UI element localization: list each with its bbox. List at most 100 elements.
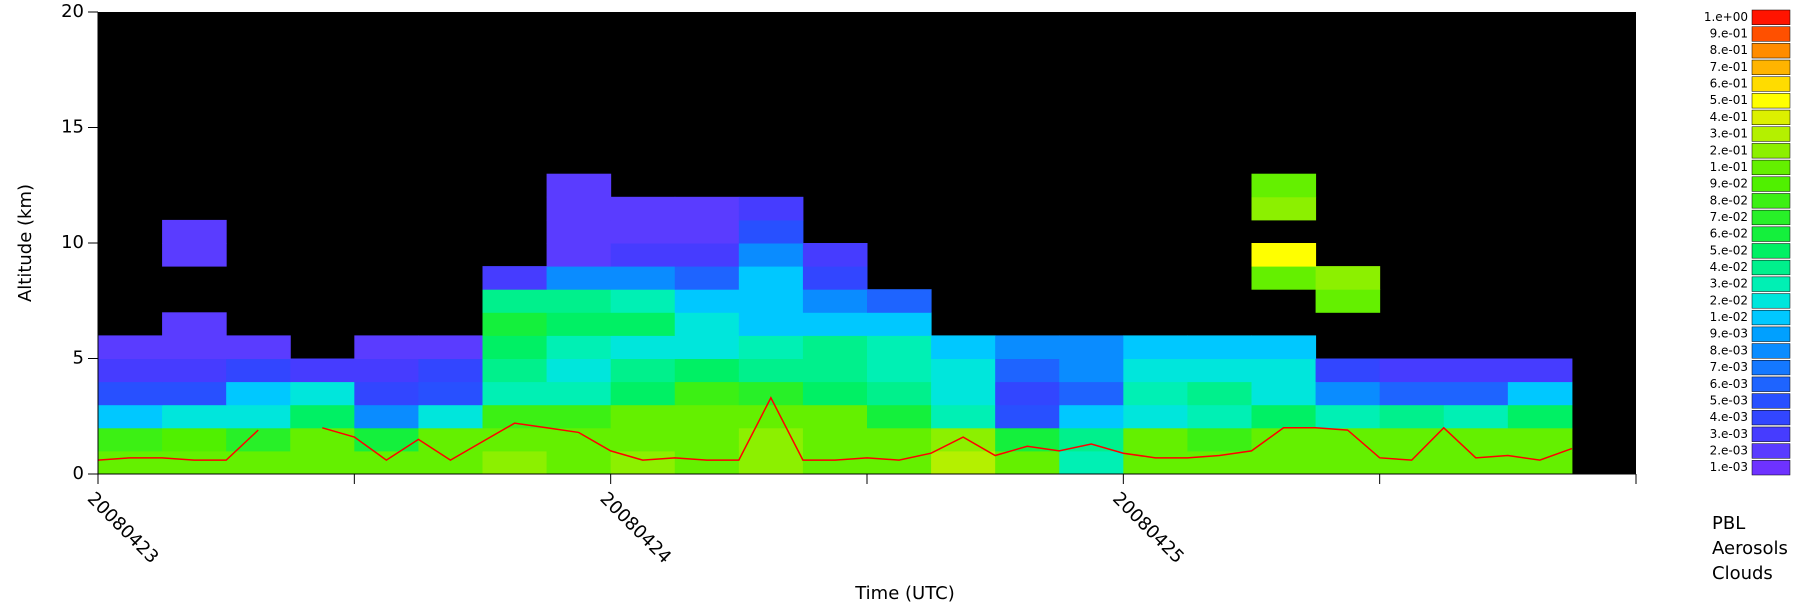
heat-cell xyxy=(546,427,612,452)
heat-cell xyxy=(546,266,612,290)
heat-cell xyxy=(674,427,740,452)
heat-cell xyxy=(1315,404,1381,429)
colorbar-box xyxy=(1751,76,1791,92)
colorbar-box xyxy=(1751,176,1791,192)
heat-cell xyxy=(802,289,868,313)
heat-cell xyxy=(931,404,996,429)
heat-cell xyxy=(162,450,227,475)
heat-cell xyxy=(802,335,868,359)
colorbar-label: 3.e-03 xyxy=(1710,427,1748,441)
heat-cell xyxy=(867,312,932,336)
heat-cell xyxy=(995,381,1060,406)
heat-cell xyxy=(418,335,483,359)
heat-cell xyxy=(1379,450,1445,475)
colorbar-label: 7.e-03 xyxy=(1710,360,1748,374)
colorbar-label: 8.e-03 xyxy=(1710,343,1748,357)
colorbar-label: 2.e-03 xyxy=(1710,443,1748,457)
heat-cell xyxy=(995,404,1060,429)
heat-cell xyxy=(1059,450,1124,475)
heat-cell xyxy=(1507,404,1573,429)
heat-cell xyxy=(226,427,291,452)
heat-cell xyxy=(738,358,804,383)
heat-cell xyxy=(674,266,740,290)
heat-cell xyxy=(1187,404,1252,429)
heat-cell xyxy=(1251,427,1317,452)
heat-cell xyxy=(1187,381,1252,406)
colorbar-box xyxy=(1751,43,1791,59)
heat-cell xyxy=(546,312,612,336)
heat-cell xyxy=(98,381,163,406)
heat-cell xyxy=(1059,335,1124,359)
colorbar-label: 9.e-02 xyxy=(1710,177,1748,191)
heat-cell xyxy=(610,312,676,336)
colorbar-label: 9.e-03 xyxy=(1710,327,1748,341)
heat-cell xyxy=(162,312,227,336)
heat-cell xyxy=(546,289,612,313)
colorbar-label: 8.e-02 xyxy=(1710,193,1748,207)
heat-cell xyxy=(1187,450,1252,475)
heat-cell xyxy=(354,381,419,406)
heat-cell xyxy=(931,381,996,406)
heat-cell xyxy=(418,450,483,475)
colorbar-label: 5.e-01 xyxy=(1710,93,1748,107)
heat-cell xyxy=(674,358,740,383)
heat-cell xyxy=(1251,404,1317,429)
heat-cell xyxy=(98,358,163,383)
colorbar-box xyxy=(1751,159,1791,176)
heat-cell xyxy=(1315,381,1381,406)
heat-cell xyxy=(1315,427,1381,452)
heat-cell xyxy=(610,404,676,429)
heat-cell xyxy=(1187,358,1252,383)
heat-cell xyxy=(674,404,740,429)
legend-label: PBL xyxy=(1712,513,1745,534)
heat-cell xyxy=(546,243,612,267)
heat-cell xyxy=(738,312,804,336)
heat-cell xyxy=(226,335,291,359)
heat-cell xyxy=(1443,358,1509,383)
heat-cell xyxy=(738,404,804,429)
heat-cell xyxy=(674,450,740,475)
heat-cell xyxy=(1187,427,1252,452)
heat-cell xyxy=(995,358,1060,383)
heat-cell xyxy=(738,289,804,313)
heat-cell xyxy=(354,404,419,429)
heat-cell xyxy=(1379,381,1445,406)
heat-cell xyxy=(418,404,483,429)
heat-cell xyxy=(290,450,355,475)
colorbar-label: 7.e-02 xyxy=(1710,210,1748,224)
heat-cell xyxy=(802,243,868,267)
heat-cell xyxy=(674,219,740,244)
heat-cell xyxy=(418,427,483,452)
heat-cell xyxy=(162,404,227,429)
colorbar-box xyxy=(1751,226,1791,242)
heat-cell xyxy=(546,219,612,244)
heat-cell xyxy=(290,381,355,406)
heat-cell xyxy=(1059,427,1124,452)
colorbar-box xyxy=(1751,209,1791,226)
colorbar-box xyxy=(1751,443,1791,459)
heat-cell xyxy=(738,243,804,267)
heat-cell xyxy=(98,450,163,475)
heat-cell xyxy=(1443,404,1509,429)
heat-cell xyxy=(226,450,291,475)
heat-cell xyxy=(418,381,483,406)
colorbar-box xyxy=(1751,93,1791,109)
heat-cell xyxy=(546,381,612,406)
heat-cell xyxy=(1251,358,1317,383)
heat-cell xyxy=(1251,450,1317,475)
heat-cell xyxy=(226,404,291,429)
colorbar-box xyxy=(1751,26,1791,42)
colorbar-label: 5.e-02 xyxy=(1710,243,1748,257)
x-tick-label: 20080425 xyxy=(1108,488,1188,568)
colorbar-box xyxy=(1751,126,1791,142)
heat-cell xyxy=(546,173,612,198)
heat-cell xyxy=(290,427,355,452)
colorbar-label: 6.e-01 xyxy=(1710,77,1748,91)
heat-cell xyxy=(482,266,548,290)
heat-cell xyxy=(802,312,868,336)
heat-cell xyxy=(482,404,548,429)
colorbar-label: 3.e-02 xyxy=(1710,277,1748,291)
colorbar-label: 3.e-01 xyxy=(1710,127,1748,141)
heat-cell xyxy=(290,404,355,429)
heat-cell xyxy=(1443,381,1509,406)
